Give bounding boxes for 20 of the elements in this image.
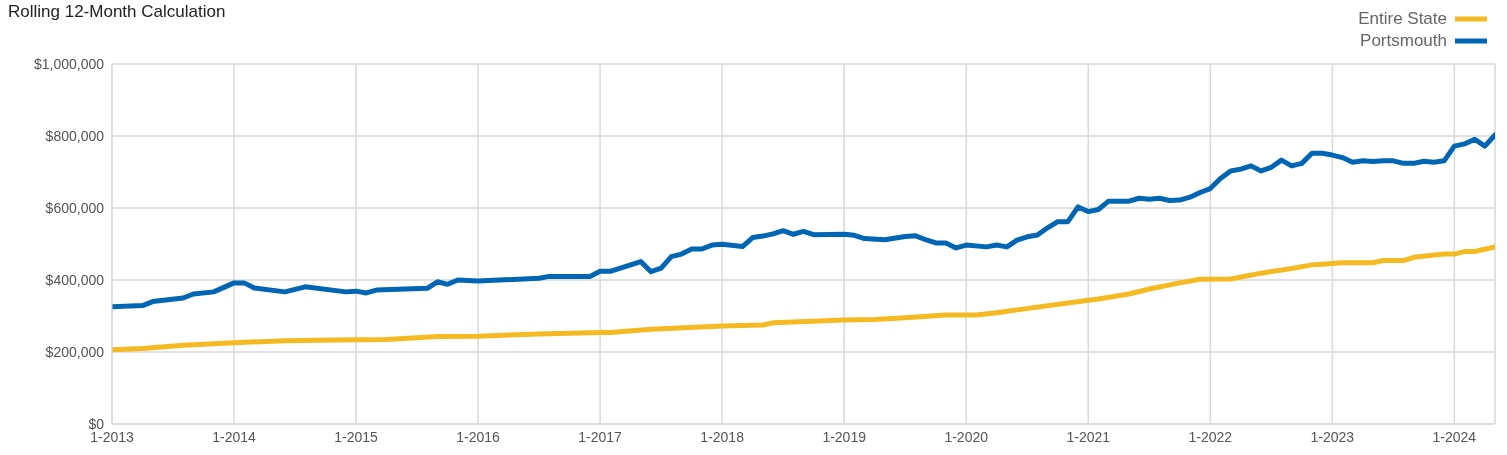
y-tick-label: $600,000 <box>45 199 105 216</box>
y-tick-label: $1,000,000 <box>33 55 105 72</box>
legend-label: Portsmouth <box>1360 30 1447 52</box>
x-tick-label: 1-2024 <box>1432 428 1477 445</box>
x-tick-label: 1-2018 <box>700 428 745 445</box>
x-tick-label: 1-2023 <box>1310 428 1355 445</box>
x-tick-label: 1-2019 <box>822 428 867 445</box>
x-tick-label: 1-2015 <box>334 428 379 445</box>
x-tick-label: 1-2014 <box>212 428 257 445</box>
x-tick-label: 1-2022 <box>1188 428 1233 445</box>
y-tick-label: $800,000 <box>45 127 105 144</box>
y-tick-label: $400,000 <box>45 271 105 288</box>
chart-title: Rolling 12-Month Calculation <box>8 2 226 22</box>
x-tick-label: 1-2017 <box>578 428 623 445</box>
y-tick-label: $0 <box>88 415 105 432</box>
legend-label: Entire State <box>1358 8 1447 30</box>
y-tick-label: $200,000 <box>45 343 105 360</box>
x-tick-label: 1-2021 <box>1066 428 1111 445</box>
x-tick-label: 1-2016 <box>456 428 501 445</box>
x-tick-label: 1-2020 <box>944 428 989 445</box>
